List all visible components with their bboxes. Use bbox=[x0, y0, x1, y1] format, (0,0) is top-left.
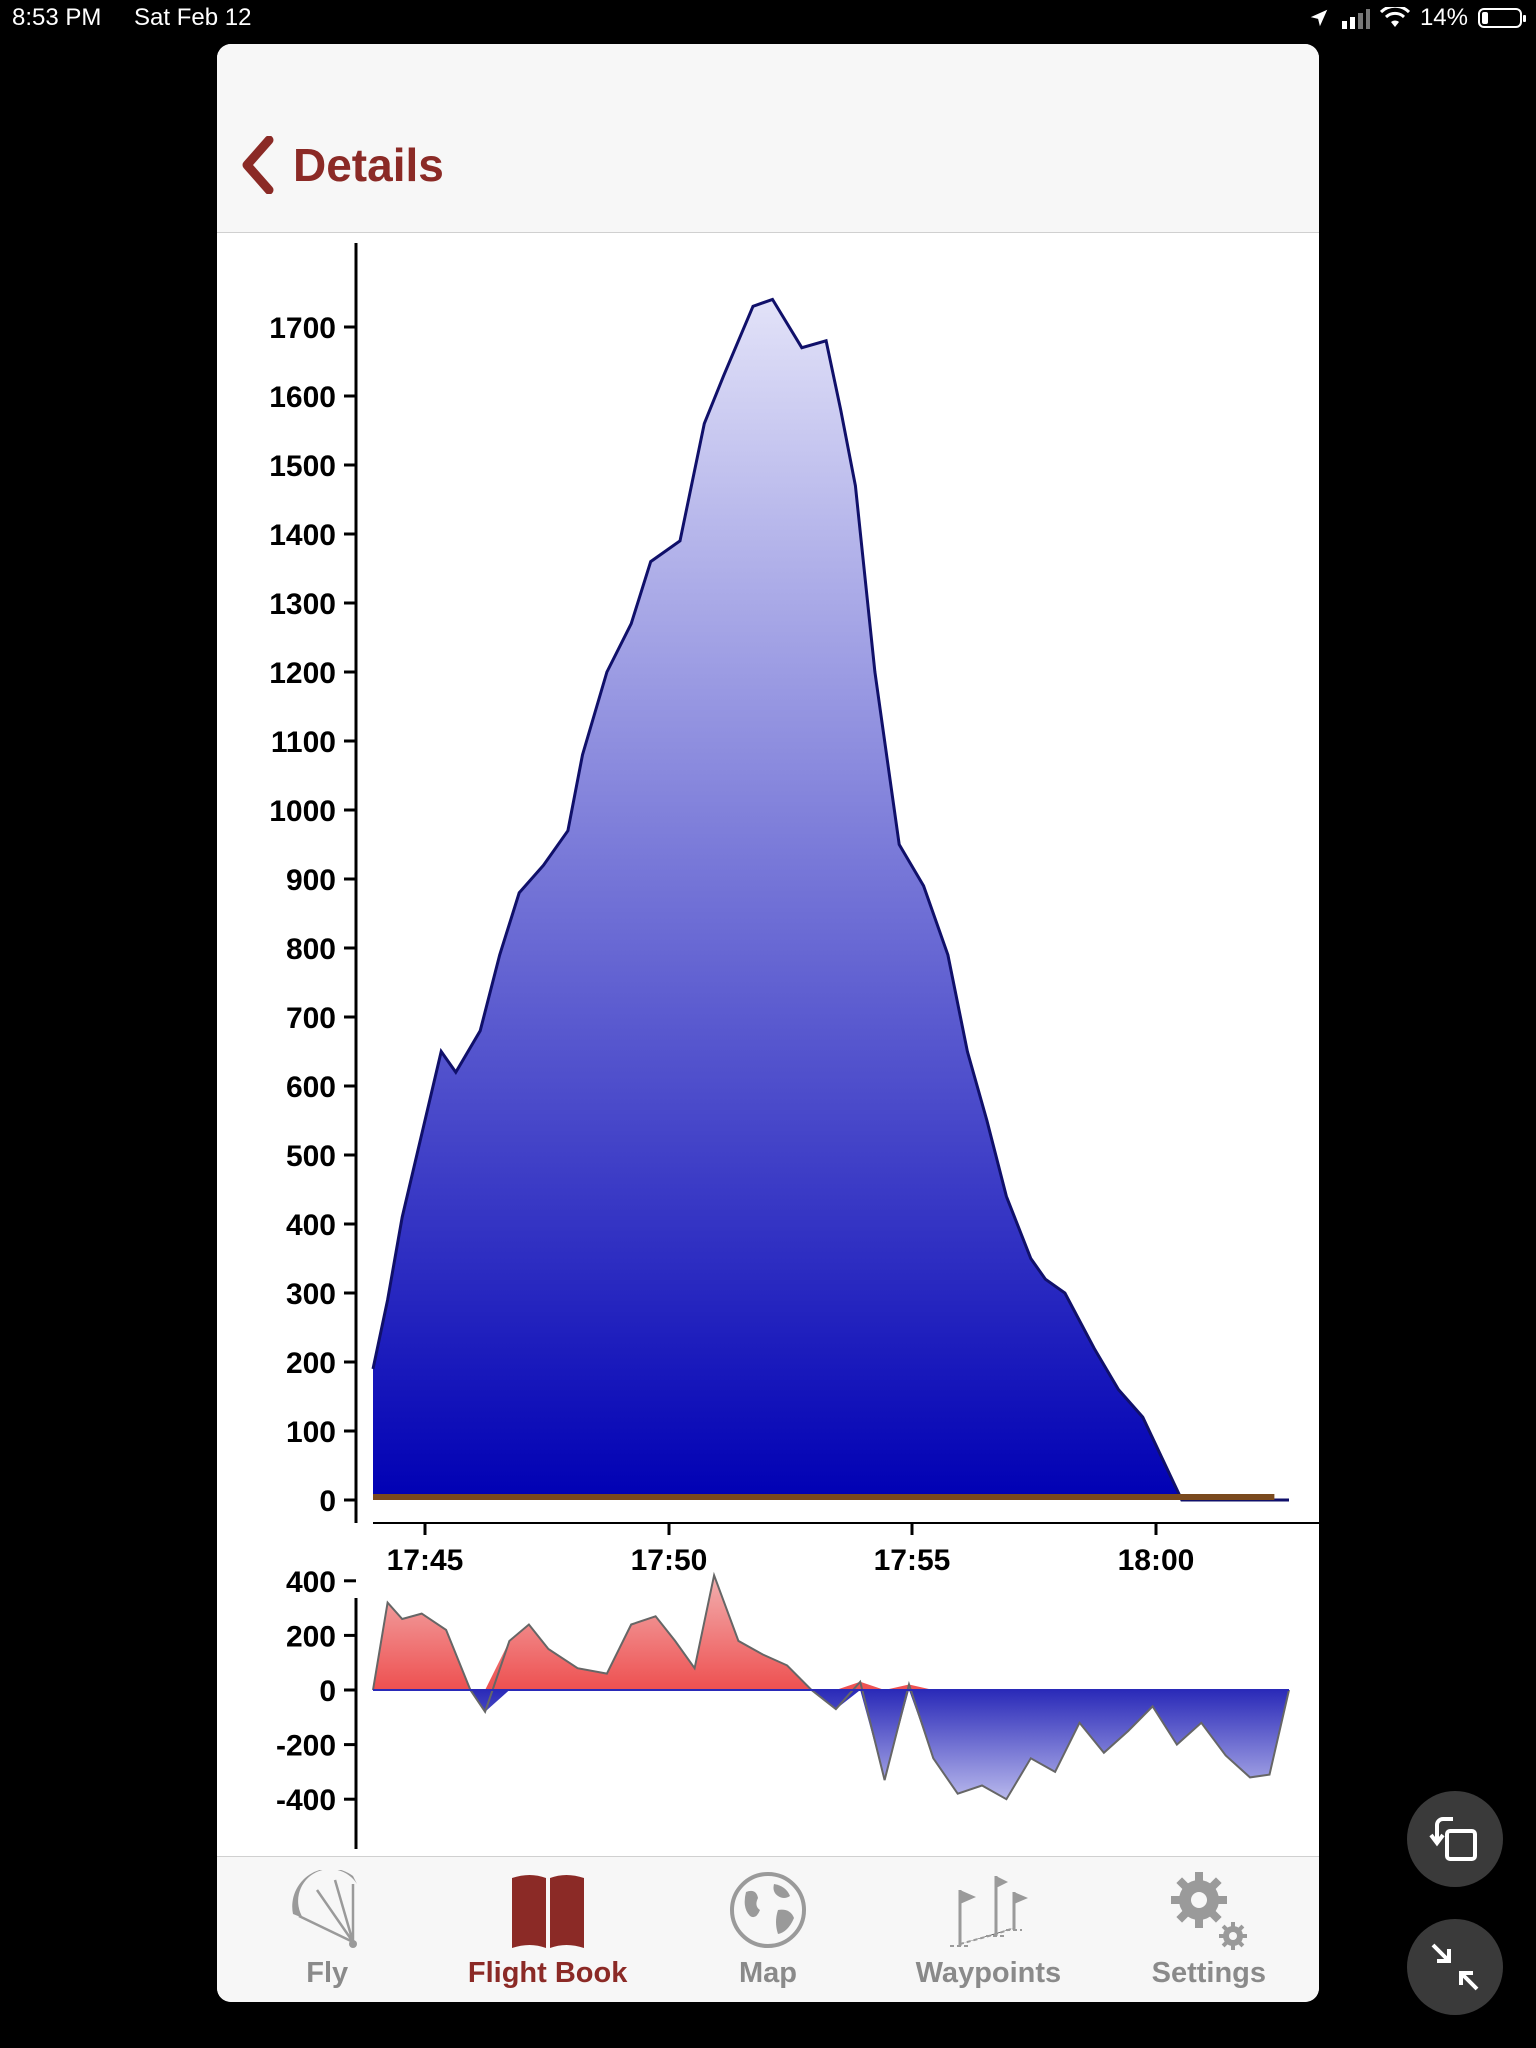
tab-map[interactable]: Map bbox=[658, 1857, 878, 2002]
tab-flight-book-label: Flight Book bbox=[467, 1957, 628, 1989]
paraglider-icon bbox=[292, 1870, 358, 1948]
flight-charts: 1700 1600 1500 1400 1300 1200 1100 1000 900 800 70… bbox=[217, 233, 1319, 1903]
tab-waypoints-label: Waypoints bbox=[915, 1957, 1062, 1989]
x-tick-label: 17:55 bbox=[874, 1544, 951, 1577]
battery-icon bbox=[1478, 8, 1526, 28]
tab-settings[interactable]: Settings bbox=[1099, 1857, 1319, 2002]
y-tick-label: 200 bbox=[286, 1347, 336, 1380]
back-button[interactable]: Details bbox=[239, 136, 444, 194]
x-tick-label: 18:00 bbox=[1118, 1544, 1195, 1577]
vario-negative-area bbox=[373, 1690, 1289, 1800]
y-tick-label: 0 bbox=[319, 1485, 336, 1518]
flags-icon bbox=[950, 1876, 1029, 1947]
globe-icon bbox=[730, 1872, 807, 1948]
y-tick-label: 1600 bbox=[269, 381, 336, 414]
y-tick-label: 1300 bbox=[269, 588, 336, 621]
location-icon bbox=[1310, 9, 1328, 27]
vario-tick-label: 200 bbox=[286, 1620, 336, 1653]
altitude-chart: 1700160015001400130012001100100090080070… bbox=[269, 243, 1319, 1849]
x-tick-label: 17:50 bbox=[631, 1544, 708, 1577]
cellular-icon bbox=[1341, 9, 1370, 29]
y-tick-label: 800 bbox=[286, 933, 336, 966]
y-tick-label: 1100 bbox=[271, 726, 336, 759]
status-right: 14% bbox=[1308, 4, 1526, 32]
y-tick-label: 600 bbox=[286, 1071, 336, 1104]
tab-map-label: Map bbox=[739, 1957, 798, 1989]
status-bar: 8:53 PM Sat Feb 12 14% bbox=[0, 0, 1536, 40]
tab-bar: Fly Flight Book Map bbox=[217, 1856, 1319, 2002]
y-tick-label: 1500 bbox=[269, 450, 336, 483]
status-date: Sat Feb 12 bbox=[134, 4, 252, 31]
gear-icon bbox=[1170, 1872, 1247, 1950]
collapse-button[interactable] bbox=[1407, 1919, 1503, 2015]
altitude-line bbox=[371, 297, 1289, 1502]
y-tick-label: 400 bbox=[286, 1209, 336, 1242]
vario-tick-label: 400 bbox=[286, 1566, 336, 1599]
back-title: Details bbox=[293, 139, 444, 191]
vario-tick-label: 0 bbox=[319, 1675, 336, 1708]
wifi-icon bbox=[1379, 7, 1410, 27]
y-tick-label: 1700 bbox=[269, 312, 336, 345]
y-tick-label: 300 bbox=[286, 1278, 336, 1311]
y-tick-label: 1000 bbox=[269, 795, 336, 828]
battery-percent: 14% bbox=[1419, 4, 1468, 31]
rotate-icon bbox=[1429, 1817, 1477, 1861]
y-tick-label: 100 bbox=[286, 1416, 336, 1449]
chevron-left-icon bbox=[242, 136, 274, 194]
collapse-arrows-icon bbox=[1431, 1943, 1479, 1991]
tab-fly-label: Fly bbox=[306, 1957, 349, 1989]
status-time: 8:53 PM bbox=[12, 4, 102, 31]
tab-settings-label: Settings bbox=[1151, 1957, 1267, 1989]
y-tick-label: 500 bbox=[286, 1140, 336, 1173]
y-tick-label: 1200 bbox=[269, 657, 336, 690]
app-window: Details 1700 1600 1500 1400 1300 1200 1100 1000… bbox=[217, 44, 1319, 2002]
tab-flight-book[interactable]: Flight Book bbox=[437, 1857, 657, 2002]
y-tick-label: 1400 bbox=[269, 519, 336, 552]
vario-tick-label: -400 bbox=[276, 1784, 336, 1817]
book-icon bbox=[511, 1875, 584, 1948]
altitude-area bbox=[373, 299, 1289, 1500]
navigation-bar: Details bbox=[217, 44, 1319, 233]
tab-waypoints[interactable]: Waypoints bbox=[878, 1857, 1098, 2002]
y-tick-label: 900 bbox=[286, 864, 336, 897]
vario-tick-label: -200 bbox=[276, 1730, 336, 1763]
x-tick-label: 17:45 bbox=[387, 1544, 464, 1577]
rotate-screen-button[interactable] bbox=[1407, 1791, 1503, 1887]
tab-fly[interactable]: Fly bbox=[217, 1857, 437, 2002]
y-tick-label: 700 bbox=[286, 1002, 336, 1035]
vario-positive-area bbox=[373, 1575, 1289, 1690]
ground-strip bbox=[373, 1494, 1275, 1500]
